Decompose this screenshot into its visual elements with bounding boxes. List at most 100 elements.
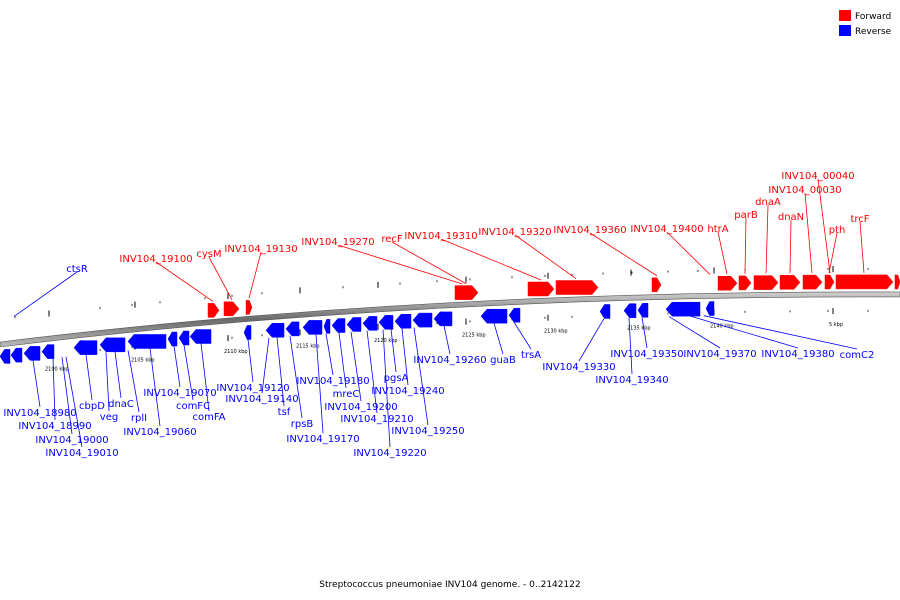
gene-leader-line: [641, 317, 648, 349]
legend-reverse-swatch: [839, 25, 851, 36]
gene-label: INV104_19400: [630, 224, 703, 235]
reverse-gene-arrow: [23, 346, 41, 361]
gene-label: INV104_19210: [340, 414, 413, 425]
reverse-genes: [0, 301, 715, 364]
gene-leader-line: [247, 339, 254, 383]
gene-label: cysM: [196, 249, 221, 260]
gene-leader-line: [52, 358, 56, 421]
gene-leader-line: [443, 325, 451, 355]
forward-gene-arrow: [555, 280, 599, 295]
reverse-gene-arrow: [41, 344, 55, 359]
gene-leader-line: [325, 333, 334, 376]
gene-label: INV104_19070: [143, 388, 216, 399]
gene-label: INV104_18990: [18, 421, 91, 432]
gene-label: guaB: [490, 355, 516, 366]
scale-label: 5 kbp: [829, 322, 843, 328]
gene-leader-line: [61, 357, 73, 435]
genome-backbone: [0, 291, 900, 348]
gene-label: INV104_19200: [324, 402, 397, 413]
legend-forward-label: Forward: [855, 12, 891, 22]
gene-leader-line: [828, 232, 838, 274]
gene-label: tsf: [278, 407, 291, 418]
reverse-gene-arrow: [599, 304, 611, 319]
gene-label: INV104_19350: [610, 349, 683, 360]
gene-label: veg: [100, 412, 118, 423]
scale-label: 2130 kbp: [544, 329, 568, 335]
legend-reverse-label: Reverse: [855, 27, 892, 37]
gene-leader-line: [155, 261, 214, 302]
gene-leader-line: [315, 334, 324, 434]
gene-label: INV104_19170: [286, 434, 359, 445]
gene-label: INV104_00030: [768, 185, 841, 196]
gene-label: INV104_19010: [45, 448, 118, 459]
gene-leader-line: [338, 332, 347, 389]
gene-label: INV104_19060: [123, 427, 196, 438]
gene-leader-line: [114, 351, 122, 399]
gene-leader-line: [382, 329, 391, 448]
gene-leader-line: [440, 238, 542, 281]
gene-leader-line: [703, 315, 858, 350]
scale-label: 2120 kbp: [374, 338, 398, 344]
gene-label: rplI: [131, 413, 147, 424]
gene-leader-line: [804, 192, 813, 274]
forward-gene-arrow: [894, 274, 900, 290]
reverse-gene-arrow: [508, 307, 521, 323]
gene-label: INV104_19340: [595, 375, 668, 386]
gene-leader-line: [744, 217, 747, 274]
legend-forward-swatch: [839, 10, 851, 21]
gene-leader-line: [350, 331, 362, 402]
gene-leader-line: [493, 323, 504, 355]
reverse-gene-arrow: [623, 303, 637, 318]
gene-leader-line: [859, 221, 865, 273]
gene-leader-line: [390, 328, 397, 373]
reverse-gene-arrow: [10, 347, 23, 363]
forward-gene-arrow: [527, 281, 555, 297]
scale-label: 2135 kbp: [627, 326, 651, 332]
forward-gene-arrow: [753, 275, 779, 290]
forward-gene-arrow: [651, 277, 662, 293]
gene-leader-line: [183, 344, 194, 401]
gene-label: INV104_19000: [35, 435, 108, 446]
gene-leader-line: [105, 352, 110, 412]
reverse-gene-arrow: [99, 337, 126, 353]
gene-label: INV104_19180: [296, 376, 369, 387]
gene-leader-line: [65, 356, 83, 448]
gene-leader-line: [337, 244, 463, 285]
gene-label: ctsR: [66, 264, 88, 275]
gene-label: pgsA: [384, 373, 409, 384]
reverse-gene-arrow: [480, 308, 508, 324]
gene-leader-line: [366, 330, 378, 414]
gene-leader-line: [513, 322, 532, 350]
forward-gene-arrow: [802, 274, 823, 290]
forward-gene-arrow: [223, 301, 240, 317]
reverse-gene-arrow: [323, 319, 331, 334]
gene-leader-line: [248, 251, 262, 299]
gene-label: mreC: [333, 389, 360, 400]
gene-leader-line: [32, 360, 41, 408]
gene-label: comC2: [840, 350, 875, 361]
gene-leader-line: [413, 327, 429, 426]
gene-leader-line: [401, 328, 409, 386]
gene-leader-line: [261, 337, 270, 394]
gene-leader-line: [628, 317, 633, 375]
label-leader-lines: [13, 178, 865, 448]
reverse-gene-arrow: [178, 330, 190, 346]
gene-label: pth: [829, 225, 846, 236]
forward-gene-arrow: [717, 275, 738, 291]
forward-genes: [207, 274, 900, 318]
gene-leader-line: [817, 178, 831, 274]
gene-label: INV104_19250: [391, 426, 464, 437]
gene-label: INV104_19380: [761, 349, 834, 360]
gene-leader-line: [578, 318, 605, 362]
gene-label: trcF: [850, 214, 869, 225]
gene-label: INV104_19240: [371, 386, 444, 397]
gene-label: dnaN: [778, 212, 804, 223]
scale-label: 2105 kbp: [131, 358, 155, 364]
gene-label: INV104_19100: [119, 254, 192, 265]
gene-label: INV104_19330: [542, 362, 615, 373]
forward-gene-arrow: [835, 274, 894, 290]
reverse-gene-arrow: [394, 314, 412, 329]
gene-label: dnaC: [108, 399, 134, 410]
scale-label: 2100 kbp: [45, 366, 69, 372]
